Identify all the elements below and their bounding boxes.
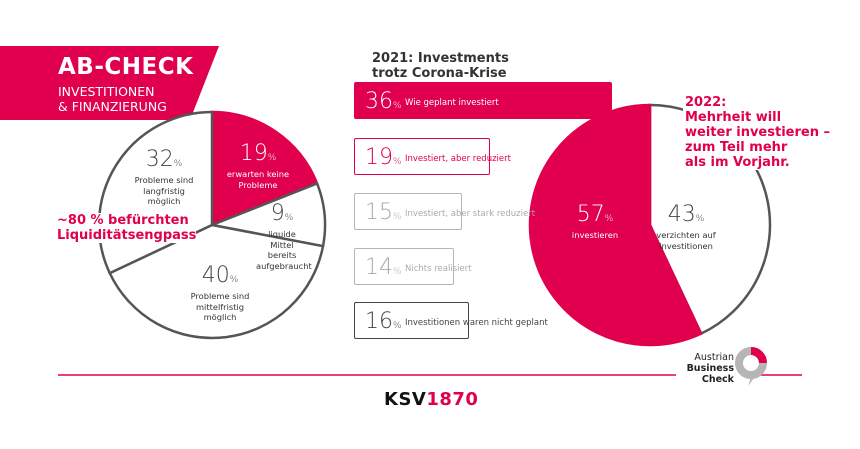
- annotation-line: als im Vorjahr.: [685, 155, 790, 170]
- title-line: 2021: Investments: [372, 51, 509, 66]
- bar-value: 15%: [365, 200, 402, 225]
- bar-4: 16% Investitionen waren nicht geplant: [354, 302, 548, 339]
- bar-label: Investiert, aber reduziert: [405, 154, 511, 164]
- title-line: trotz Corona-Krise: [372, 66, 507, 81]
- bar-1: 19% Investiert, aber reduziert: [354, 138, 511, 175]
- bar-label: Wie geplant investiert: [405, 98, 499, 108]
- header-title: AB-CHECK: [58, 54, 194, 80]
- annotation-line: weiter investieren –: [685, 125, 830, 140]
- slice-label-longterm: 32% Probleme sind langfristig möglich: [134, 147, 194, 207]
- bar-2: 15% Investiert, aber stark reduziert: [354, 193, 535, 230]
- annotation-line: Mehrheit will: [685, 110, 782, 125]
- header-banner: [0, 46, 219, 120]
- bar-3: 14% Nichts realisiert: [354, 248, 472, 285]
- subtitle-line: & FINANZIERUNG: [58, 99, 167, 114]
- slice-label-no-problems: 19% erwarten keine Probleme: [226, 141, 290, 190]
- abc-logo-text: Austrian Business Check: [676, 352, 734, 385]
- bar-label: Investiert, aber stark reduziert: [405, 209, 536, 219]
- bar-label: Nichts realisiert: [405, 264, 472, 274]
- 2022-annotation: 2022: Mehrheit will weiter investieren –…: [683, 95, 832, 170]
- pie-slice-1: [528, 103, 703, 347]
- liquidity-annotation: ~80 % befürchten Liquiditätsengpass: [57, 213, 197, 243]
- slice-label-midterm: 40% Probleme sind mittelfristig möglich: [190, 263, 250, 323]
- annotation-line: 2022:: [685, 95, 727, 110]
- bar-value: 14%: [365, 255, 402, 280]
- abc-line: Business: [686, 363, 734, 374]
- bar-value: 36%: [365, 89, 402, 114]
- slice-label-invest: 57% investieren: [571, 202, 619, 241]
- annotation-line: Liquiditätsengpass: [57, 228, 197, 243]
- ksv-logo: KSV1870: [384, 389, 479, 410]
- bar-value: 19%: [365, 145, 402, 170]
- subtitle-line: INVESTITIONEN: [58, 84, 155, 99]
- bar-0: 36% Wie geplant investiert: [354, 82, 613, 119]
- abc-line: Check: [701, 374, 734, 385]
- slice-label-no-invest: 43% verzichten auf Investitionen: [656, 202, 716, 251]
- bar-chart-title: 2021: Investments trotz Corona-Krise: [372, 51, 509, 81]
- annotation-line: zum Teil mehr: [685, 140, 788, 155]
- annotation-line: ~80 % befürchten: [57, 213, 189, 228]
- pie-slice-2: [108, 223, 325, 340]
- abc-logo-icon: [735, 347, 767, 386]
- bar-label: Investitionen waren nicht geplant: [405, 318, 548, 328]
- pie-slice-0: [210, 110, 319, 227]
- slice-label-funds-used: 9% liquide Mittel bereits aufgebraucht: [256, 201, 312, 271]
- abc-line: Austrian: [694, 352, 734, 363]
- header-subtitle: INVESTITIONEN & FINANZIERUNG: [58, 84, 208, 114]
- bar-value: 16%: [365, 309, 402, 334]
